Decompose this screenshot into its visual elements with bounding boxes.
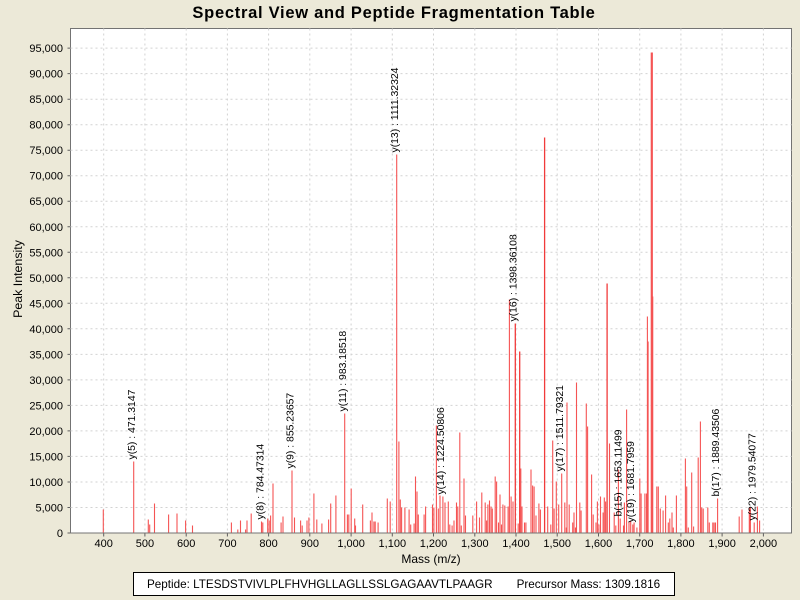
svg-text:5,000: 5,000 <box>35 503 63 515</box>
svg-text:70,000: 70,000 <box>29 171 63 183</box>
svg-text:y(19) : 1681.7959: y(19) : 1681.7959 <box>626 441 637 523</box>
svg-text:1,600: 1,600 <box>585 538 613 550</box>
svg-text:80,000: 80,000 <box>29 120 63 132</box>
svg-text:y(8) : 784.47314: y(8) : 784.47314 <box>255 444 266 520</box>
svg-text:900: 900 <box>301 538 319 550</box>
svg-text:20,000: 20,000 <box>29 426 63 438</box>
svg-text:1,500: 1,500 <box>543 538 571 550</box>
svg-text:50,000: 50,000 <box>29 273 63 285</box>
svg-text:Peak Intensity: Peak Intensity <box>11 239 25 318</box>
svg-text:75,000: 75,000 <box>29 145 63 157</box>
svg-text:Spectral View and Peptide Frag: Spectral View and Peptide Fragmentation … <box>192 4 595 22</box>
svg-text:y(22) : 1979.54077: y(22) : 1979.54077 <box>748 433 759 520</box>
svg-text:Peptide: LTESDSTVIVLPLFHVHGLLA: Peptide: LTESDSTVIVLPLFHVHGLLAGLLSSLGAGA… <box>147 578 660 591</box>
svg-text:60,000: 60,000 <box>29 222 63 234</box>
svg-text:y(14) : 1224.50806: y(14) : 1224.50806 <box>436 407 447 494</box>
svg-text:y(11) : 983.18518: y(11) : 983.18518 <box>338 331 349 412</box>
svg-text:1,800: 1,800 <box>667 538 695 550</box>
svg-text:1,400: 1,400 <box>502 538 530 550</box>
svg-text:1,000: 1,000 <box>337 538 365 550</box>
svg-text:800: 800 <box>259 538 277 550</box>
svg-text:1,200: 1,200 <box>420 538 448 550</box>
svg-text:65,000: 65,000 <box>29 196 63 208</box>
svg-text:y(9) : 855.23657: y(9) : 855.23657 <box>285 393 296 469</box>
svg-text:25,000: 25,000 <box>29 400 63 412</box>
svg-text:1,700: 1,700 <box>626 538 654 550</box>
svg-text:700: 700 <box>218 538 236 550</box>
svg-text:2,000: 2,000 <box>750 538 778 550</box>
svg-text:95,000: 95,000 <box>29 43 63 55</box>
svg-text:y(17) : 1511.79321: y(17) : 1511.79321 <box>555 385 566 472</box>
svg-text:b(17) : 1889.43506: b(17) : 1889.43506 <box>711 408 722 496</box>
svg-text:600: 600 <box>177 538 195 550</box>
svg-text:Mass (m/z): Mass (m/z) <box>401 552 460 566</box>
svg-text:15,000: 15,000 <box>29 451 63 463</box>
svg-text:400: 400 <box>95 538 113 550</box>
svg-text:500: 500 <box>136 538 154 550</box>
svg-text:90,000: 90,000 <box>29 69 63 81</box>
svg-text:y(16) : 1398.36108: y(16) : 1398.36108 <box>509 234 520 321</box>
svg-text:1,300: 1,300 <box>461 538 489 550</box>
svg-text:1,100: 1,100 <box>379 538 407 550</box>
svg-text:b(15) : 1653.11499: b(15) : 1653.11499 <box>614 429 625 516</box>
svg-text:35,000: 35,000 <box>29 349 63 361</box>
svg-text:55,000: 55,000 <box>29 247 63 259</box>
svg-text:y(13) : 1111.32324: y(13) : 1111.32324 <box>390 67 401 152</box>
svg-text:45,000: 45,000 <box>29 298 63 310</box>
svg-text:30,000: 30,000 <box>29 375 63 387</box>
svg-text:y(5) : 471.3147: y(5) : 471.3147 <box>127 389 138 459</box>
svg-text:85,000: 85,000 <box>29 94 63 106</box>
svg-text:0: 0 <box>57 528 63 540</box>
svg-text:10,000: 10,000 <box>29 477 63 489</box>
svg-text:40,000: 40,000 <box>29 324 63 336</box>
svg-text:1,900: 1,900 <box>708 538 736 550</box>
